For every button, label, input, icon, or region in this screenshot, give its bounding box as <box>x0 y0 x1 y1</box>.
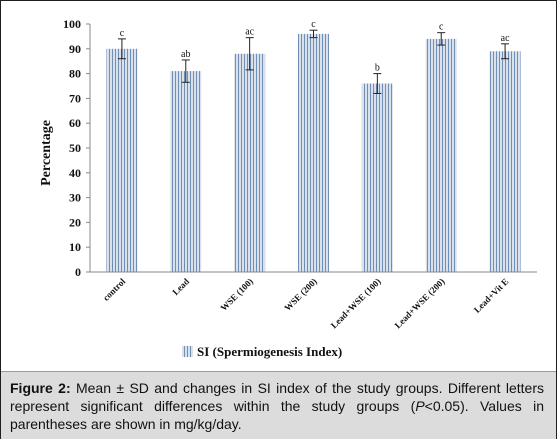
significance-letter: ac <box>501 33 510 44</box>
y-axis-title: Percentage <box>39 120 54 186</box>
bar <box>234 53 266 273</box>
y-tick-label: 50 <box>69 141 81 155</box>
y-axis-ticks: 0 10 20 30 40 50 60 70 80 90 100 <box>63 17 90 279</box>
y-tick-label: 100 <box>63 17 81 31</box>
x-category-label: control <box>101 276 128 303</box>
legend-swatch <box>182 346 193 357</box>
caption-box: Figure 2: Mean ± SD and changes in SI in… <box>1 371 556 439</box>
figure-caption: Figure 2: Mean ± SD and changes in SI in… <box>10 379 544 433</box>
legend: SI (Spermiogenesis Index) <box>182 344 342 359</box>
significance-letter: ab <box>181 49 190 60</box>
x-category-label: Lead <box>170 276 191 297</box>
significance-letter: c <box>311 19 316 30</box>
y-tick-label: 60 <box>69 116 81 130</box>
axes <box>89 24 537 273</box>
y-tick-label: 80 <box>69 67 81 81</box>
legend-label: SI (Spermiogenesis Index) <box>197 344 342 359</box>
y-tick-label: 30 <box>69 191 81 205</box>
bar <box>298 33 329 272</box>
y-tick-label: 90 <box>69 42 81 56</box>
caption-p-value-symbol: P <box>415 398 425 414</box>
x-category-label: WSE (100) <box>218 276 255 313</box>
bar <box>489 51 521 272</box>
bar <box>106 48 138 272</box>
y-tick-label: 0 <box>75 265 81 279</box>
significance-letter: c <box>439 22 444 33</box>
caption-text: Mean ± SD and changes in SI index of the… <box>10 380 544 414</box>
caption-label: Figure 2: <box>10 380 71 396</box>
y-tick-label: 70 <box>69 91 81 105</box>
y-tick-label: 10 <box>69 240 81 254</box>
caption-text-end: <0.05). Values in parentheses are shown … <box>10 398 545 432</box>
x-category-label: WSE (200) <box>282 276 319 313</box>
significance-letter: b <box>375 63 380 74</box>
bars: c ab ac c b c ac <box>106 19 521 273</box>
bar <box>170 71 202 273</box>
x-category-label: Lead+Vit E <box>472 276 511 315</box>
bar <box>425 38 457 272</box>
x-axis-labels: control Lead WSE (100) WSE (200) Lead+WSE (1… <box>101 276 511 330</box>
y-tick-label: 40 <box>69 166 81 180</box>
x-category-label: Lead+WSE (200) <box>393 276 447 330</box>
bar <box>361 83 393 273</box>
significance-letter: ac <box>245 27 254 38</box>
y-tick-label: 20 <box>69 215 81 229</box>
significance-letter: c <box>120 28 125 39</box>
x-category-label: Lead+WSE (100) <box>329 276 383 330</box>
bar-chart: 0 10 20 30 40 50 60 70 80 90 100 c ab ac c b c ac contro… <box>39 17 537 359</box>
